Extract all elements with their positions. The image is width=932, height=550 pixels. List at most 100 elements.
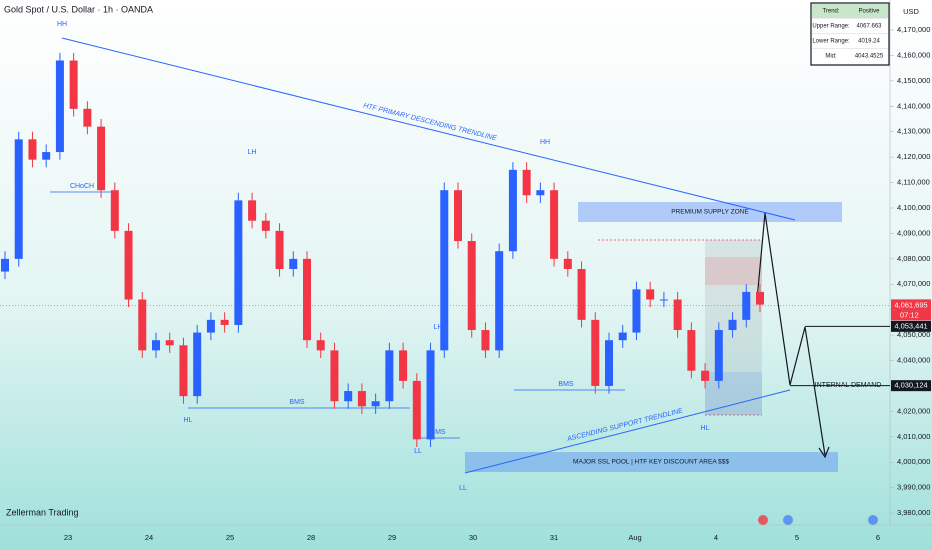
candle-body bbox=[55, 60, 64, 153]
x-tick-label: 28 bbox=[307, 533, 315, 542]
event-icon[interactable] bbox=[868, 515, 878, 525]
annotation: LH bbox=[434, 324, 443, 331]
y-tick-label: 4,140,000 bbox=[897, 101, 930, 110]
y-tick-label: 4,110,000 bbox=[897, 178, 930, 187]
projection-arrow bbox=[818, 446, 830, 459]
candle-body bbox=[371, 401, 380, 407]
chart-title: Gold Spot / U.S. Dollar · 1h · OANDA bbox=[4, 4, 153, 14]
candle-body bbox=[701, 370, 710, 381]
candle-body bbox=[193, 332, 202, 397]
info-value: 4067.663 bbox=[856, 24, 882, 30]
candle-body bbox=[138, 299, 147, 351]
descending-trendline bbox=[61, 37, 796, 221]
y-tick-label: 4,000,000 bbox=[897, 457, 930, 466]
event-icon[interactable] bbox=[758, 515, 768, 525]
y-tick-label: 4,130,000 bbox=[897, 127, 930, 136]
annotation: HL bbox=[701, 425, 710, 432]
candle-body bbox=[467, 241, 476, 331]
y-tick-label: 4,170,000 bbox=[897, 25, 930, 34]
info-key: Lower Range: bbox=[812, 39, 850, 45]
x-tick-label: 30 bbox=[469, 533, 477, 542]
candle-body bbox=[220, 319, 229, 325]
annotation: LH bbox=[248, 149, 257, 156]
info-value: 4019.24 bbox=[858, 39, 880, 45]
info-value: Positive bbox=[858, 9, 880, 15]
candle-body bbox=[522, 169, 531, 196]
candle-body bbox=[28, 139, 37, 160]
annotation: INTERNAL DEMAND bbox=[815, 382, 882, 389]
annotation: BMS bbox=[289, 399, 305, 406]
x-tick-label: 5 bbox=[795, 533, 799, 542]
y-tick-label: 4,090,000 bbox=[897, 228, 930, 237]
candle-body bbox=[632, 289, 641, 333]
candle-body bbox=[742, 291, 751, 320]
zone-label: MAJOR SSL POOL | HTF KEY DISCOUNT AREA $… bbox=[573, 459, 729, 466]
x-tick-label: 23 bbox=[64, 533, 72, 542]
candle-body bbox=[303, 258, 311, 341]
info-box-header bbox=[812, 4, 888, 18]
candle-body bbox=[165, 340, 174, 346]
y-tick-label: 3,980,000 bbox=[897, 508, 930, 517]
candle-body bbox=[110, 190, 119, 231]
candle-body bbox=[248, 200, 257, 221]
candle-body bbox=[69, 60, 78, 109]
y-tick-label: 4,020,000 bbox=[897, 406, 930, 415]
candle-body bbox=[591, 319, 600, 386]
x-tick-label: 29 bbox=[388, 533, 396, 542]
x-tick-label: 4 bbox=[714, 533, 718, 542]
annotation: LL bbox=[414, 448, 422, 455]
candle-body bbox=[14, 139, 23, 259]
candle-body bbox=[673, 299, 682, 331]
x-tick-label: 6 bbox=[876, 533, 880, 542]
y-tick-label: 4,050,000 bbox=[897, 330, 930, 339]
annotation: CHoCH bbox=[70, 183, 94, 190]
y-tick-label: 4,100,000 bbox=[897, 203, 930, 212]
candle-body bbox=[1, 258, 9, 272]
countdown-bg bbox=[891, 310, 931, 321]
supply-zone bbox=[578, 202, 842, 222]
candle-body bbox=[728, 319, 737, 331]
candle-body bbox=[426, 350, 435, 440]
candle-body bbox=[714, 330, 723, 381]
candle-body bbox=[756, 291, 764, 305]
price-label: 4,061,695 bbox=[894, 300, 927, 309]
candle-body bbox=[454, 190, 462, 242]
candle-body bbox=[83, 108, 92, 127]
y-tick-label: 4,150,000 bbox=[897, 76, 930, 85]
candle-body bbox=[577, 269, 586, 320]
candle-body bbox=[275, 230, 284, 270]
y-tick-label: 3,990,000 bbox=[897, 483, 930, 492]
annotation: LL bbox=[459, 485, 467, 492]
annotation: BMS bbox=[430, 429, 446, 436]
candle-body bbox=[42, 152, 51, 160]
candle-body bbox=[234, 200, 243, 325]
annotation: HH bbox=[57, 21, 67, 28]
candle-body bbox=[646, 289, 655, 300]
countdown: 07:12 bbox=[900, 310, 919, 319]
candle-body bbox=[344, 391, 353, 402]
y-tick-label: 4,120,000 bbox=[897, 152, 930, 161]
candle-body bbox=[659, 299, 668, 301]
candle-body bbox=[563, 258, 572, 270]
info-key: Upper Range: bbox=[812, 24, 850, 30]
candle-body bbox=[152, 340, 160, 351]
event-icon[interactable] bbox=[783, 515, 793, 525]
price-label-bg bbox=[891, 320, 931, 332]
y-tick-label: 4,160,000 bbox=[897, 50, 930, 59]
x-tick-label: 24 bbox=[145, 533, 153, 542]
currency: USD bbox=[903, 7, 919, 16]
projection-path bbox=[756, 212, 826, 456]
y-tick-label: 4,010,000 bbox=[897, 432, 930, 441]
annotation: HH bbox=[540, 139, 550, 146]
candle-body bbox=[495, 251, 504, 351]
price-label-bg bbox=[891, 380, 931, 392]
candle-body bbox=[440, 190, 449, 351]
info-key: Mid: bbox=[825, 54, 837, 60]
info-box: Trend: Positive Upper Range: 4067.663 Lower … bbox=[810, 2, 890, 66]
candle-body bbox=[289, 258, 298, 270]
candle-body bbox=[261, 220, 270, 231]
price-label: 4,053,441 bbox=[894, 321, 927, 330]
candle-body bbox=[385, 350, 394, 402]
